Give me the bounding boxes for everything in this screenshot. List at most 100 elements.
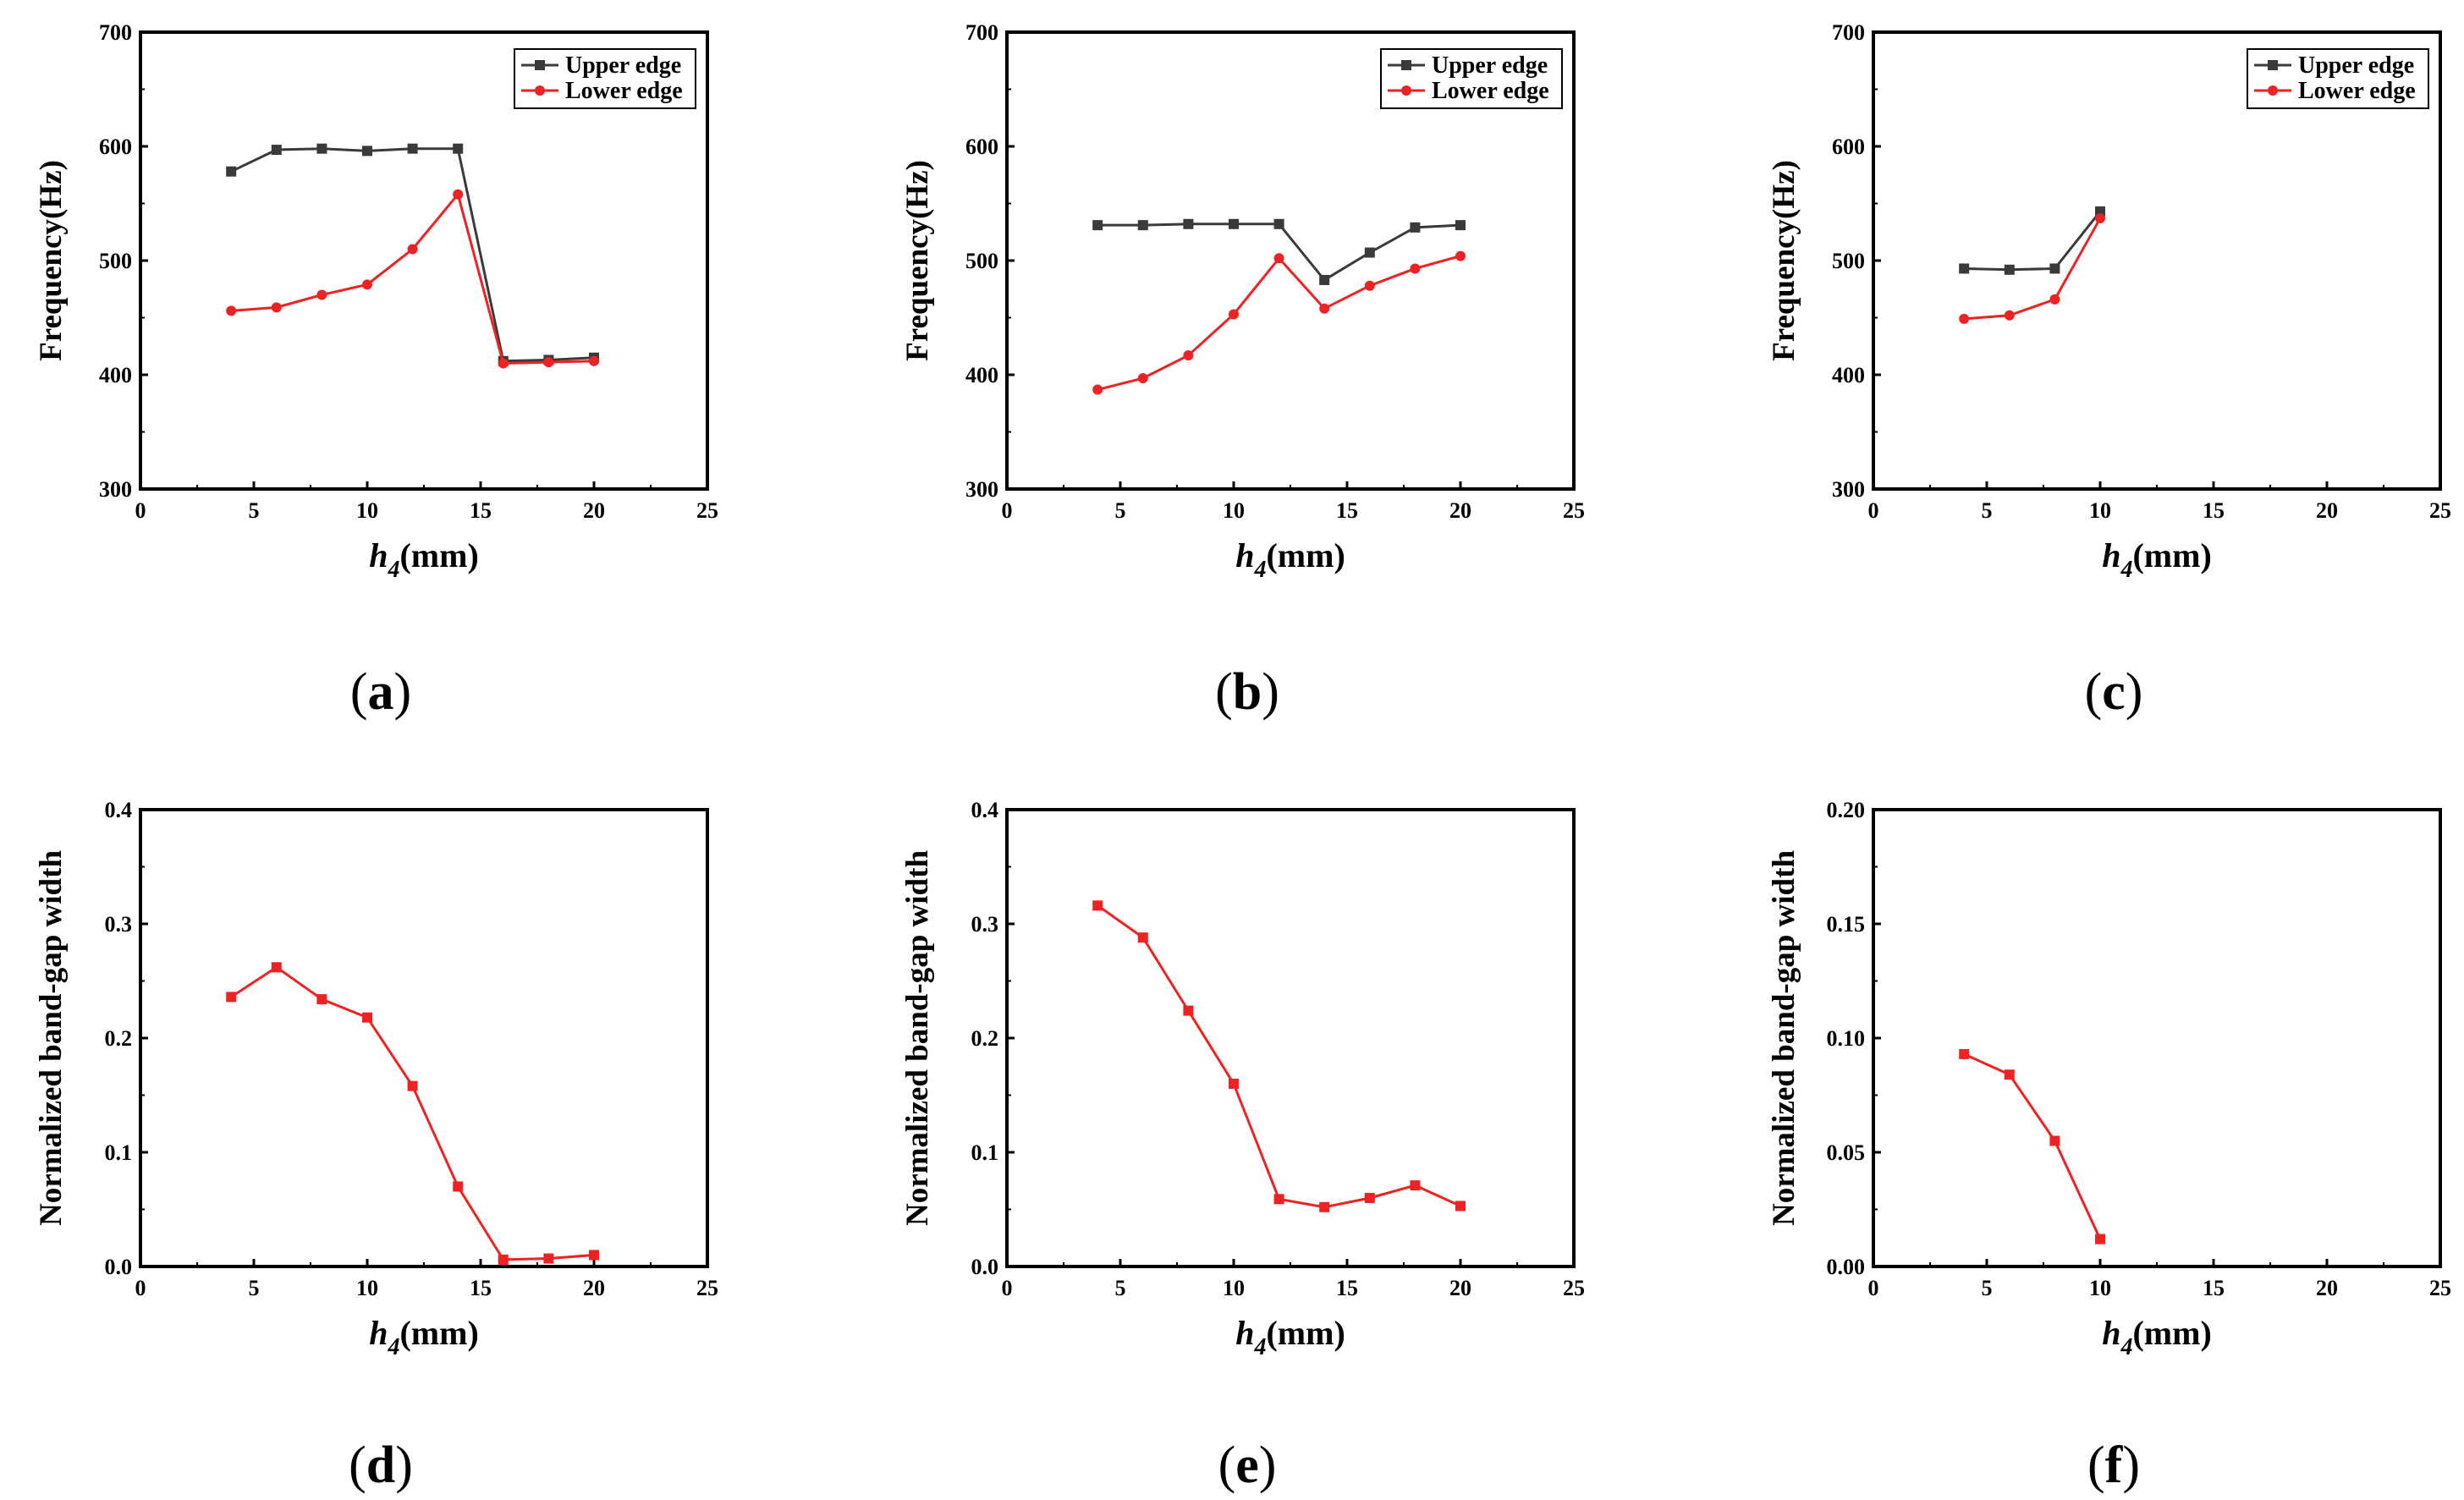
y-tick-label: 0.3 — [971, 912, 999, 937]
x-tick-label: 10 — [1223, 1276, 1245, 1300]
x-axis-label: h4(mm) — [1235, 1314, 1345, 1360]
panel-label: (a) — [350, 663, 411, 721]
data-point — [1137, 220, 1148, 231]
panel-label-letter: c — [2102, 663, 2126, 721]
data-point — [1364, 247, 1375, 258]
data-point — [271, 145, 282, 156]
panel-label: (d) — [349, 1437, 413, 1494]
x-axis-label: h4(mm) — [369, 1314, 479, 1360]
x-tick-label: 10 — [356, 498, 378, 523]
data-point — [226, 166, 237, 177]
data-point — [316, 289, 327, 300]
legend-box — [1380, 48, 1563, 109]
panel-label-open: ( — [1218, 1437, 1236, 1494]
panel-label-close: ) — [1259, 1437, 1277, 1494]
data-point — [2049, 263, 2060, 274]
y-axis-label: Frequency(Hz) — [900, 160, 935, 361]
x-axis-label-sub: 4 — [387, 1334, 399, 1360]
y-tick-label: 600 — [965, 135, 998, 159]
panel-label: (e) — [1218, 1437, 1277, 1494]
x-tick-label: 10 — [2089, 1276, 2111, 1300]
legend-marker — [2268, 85, 2278, 96]
x-tick-label: 0 — [1002, 498, 1013, 523]
data-point — [1959, 313, 1970, 324]
data-point — [1273, 218, 1284, 229]
data-point — [1137, 932, 1148, 943]
x-tick-label: 20 — [583, 1276, 605, 1300]
data-point — [1319, 1201, 1330, 1212]
legend-label: Lower edge — [565, 78, 683, 104]
y-tick-label: 0.4 — [971, 798, 999, 822]
data-point — [1455, 220, 1466, 231]
x-tick-label: 5 — [249, 1276, 260, 1300]
data-point — [1229, 1079, 1239, 1089]
x-axis-label-sub: 4 — [2120, 1334, 2132, 1360]
panel-label-letter: b — [1233, 663, 1262, 721]
x-tick-label: 10 — [356, 1276, 378, 1300]
data-point — [362, 1012, 372, 1023]
y-tick-label: 500 — [965, 249, 998, 273]
x-tick-label: 0 — [1002, 1276, 1013, 1300]
legend-label: Upper edge — [1432, 52, 1548, 79]
x-tick-label: 15 — [470, 1276, 492, 1300]
data-point — [1137, 373, 1148, 384]
y-axis-label: Frequency(Hz) — [1767, 160, 1801, 361]
panel-label-open: ( — [1215, 663, 1233, 721]
series-upper-edge — [226, 143, 599, 366]
plot-frame — [139, 808, 709, 1268]
panel-label-open: ( — [2085, 663, 2103, 721]
x-tick-label: 20 — [1449, 498, 1471, 523]
legend-marker — [1401, 85, 1411, 96]
data-point — [2049, 1135, 2060, 1146]
y-tick-label: 0.1 — [971, 1140, 999, 1165]
x-axis-label-unit: (mm) — [2132, 536, 2211, 574]
panel-label: (c) — [2085, 663, 2143, 721]
y-tick-label: 0.4 — [105, 798, 133, 822]
y-axis-label: Frequency(Hz) — [34, 160, 69, 361]
y-tick-label: 0.00 — [1827, 1255, 1866, 1279]
panel-label-open: ( — [350, 663, 368, 721]
panel-label-letter: f — [2105, 1437, 2124, 1494]
data-point — [543, 357, 554, 368]
x-tick-label: 20 — [1449, 1276, 1471, 1300]
data-point — [543, 1253, 554, 1264]
data-point — [407, 1080, 418, 1091]
y-tick-label: 700 — [965, 20, 998, 45]
legend-label: Upper edge — [565, 52, 681, 79]
y-tick-label: 0.1 — [105, 1140, 133, 1165]
data-point — [589, 355, 599, 366]
data-point — [498, 358, 509, 369]
series-normalized-band-gap-width — [226, 962, 599, 1265]
data-point — [453, 1181, 464, 1192]
x-tick-label: 5 — [1982, 1276, 1993, 1300]
x-tick-label: 15 — [2203, 1276, 2225, 1300]
panel-label-open: ( — [2087, 1437, 2105, 1494]
x-axis-label-unit: (mm) — [399, 536, 478, 574]
panel-label-close: ) — [2126, 663, 2143, 721]
x-tick-label: 20 — [2316, 498, 2338, 523]
series-upper-edge — [1959, 206, 2105, 275]
chart-d: 0 5 10 15 20 25 0.0 0.1 0.2 0.3 0.4 Normalized band… — [34, 798, 718, 1494]
series-line — [231, 191, 595, 365]
y-tick-label: 400 — [1832, 363, 1865, 387]
x-tick-label: 5 — [1115, 1276, 1126, 1300]
x-tick-label: 0 — [135, 1276, 146, 1300]
y-tick-label: 500 — [99, 249, 132, 273]
x-axis-label-unit: (mm) — [1266, 536, 1345, 574]
x-tick-label: 10 — [1223, 498, 1245, 523]
x-axis-label-unit: (mm) — [399, 1314, 478, 1352]
plot-frame — [1872, 808, 2442, 1268]
data-point — [498, 1254, 509, 1265]
x-tick-label: 25 — [2429, 1276, 2451, 1300]
data-point — [1455, 250, 1466, 261]
panel-label-close: ) — [395, 1437, 413, 1494]
y-tick-label: 0.15 — [1827, 912, 1866, 937]
x-axis-label-sub: 4 — [2120, 557, 2132, 583]
x-tick-label: 0 — [135, 498, 146, 523]
series-lower-edge — [1092, 250, 1466, 395]
data-point — [407, 244, 418, 255]
legend-label: Lower edge — [2298, 78, 2416, 104]
y-tick-label: 700 — [1832, 20, 1865, 45]
x-tick-label: 25 — [696, 1276, 718, 1300]
